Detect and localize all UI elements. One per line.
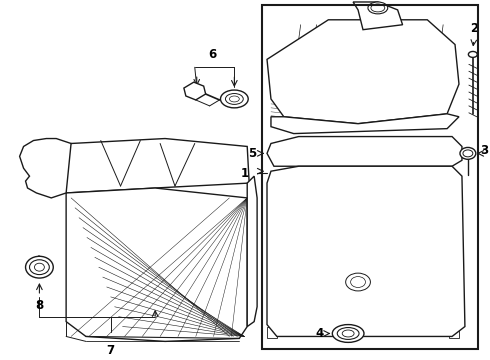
Polygon shape [247, 176, 257, 327]
Polygon shape [267, 136, 462, 166]
Polygon shape [271, 114, 459, 134]
Polygon shape [267, 20, 459, 124]
Ellipse shape [220, 90, 248, 108]
Polygon shape [449, 327, 459, 338]
Text: 6: 6 [208, 48, 217, 61]
Bar [262, 5, 478, 349]
Text: 8: 8 [35, 299, 44, 312]
Polygon shape [66, 188, 247, 341]
Text: 5: 5 [248, 147, 256, 160]
Polygon shape [267, 327, 277, 338]
Ellipse shape [463, 150, 473, 157]
Polygon shape [20, 139, 71, 198]
Ellipse shape [468, 51, 477, 57]
Ellipse shape [337, 328, 359, 339]
Polygon shape [353, 2, 403, 30]
Ellipse shape [225, 94, 243, 104]
Text: 3: 3 [480, 144, 488, 157]
Text: 7: 7 [107, 345, 115, 357]
Ellipse shape [460, 148, 476, 159]
Text: 4: 4 [315, 327, 323, 340]
Ellipse shape [371, 4, 385, 12]
Ellipse shape [25, 256, 53, 278]
Polygon shape [267, 166, 465, 337]
Ellipse shape [368, 2, 388, 14]
Polygon shape [56, 139, 249, 193]
Text: 1: 1 [241, 167, 249, 180]
Polygon shape [184, 82, 206, 100]
Ellipse shape [345, 273, 370, 291]
Ellipse shape [29, 260, 49, 275]
Text: 2: 2 [470, 22, 478, 35]
Ellipse shape [332, 325, 364, 342]
